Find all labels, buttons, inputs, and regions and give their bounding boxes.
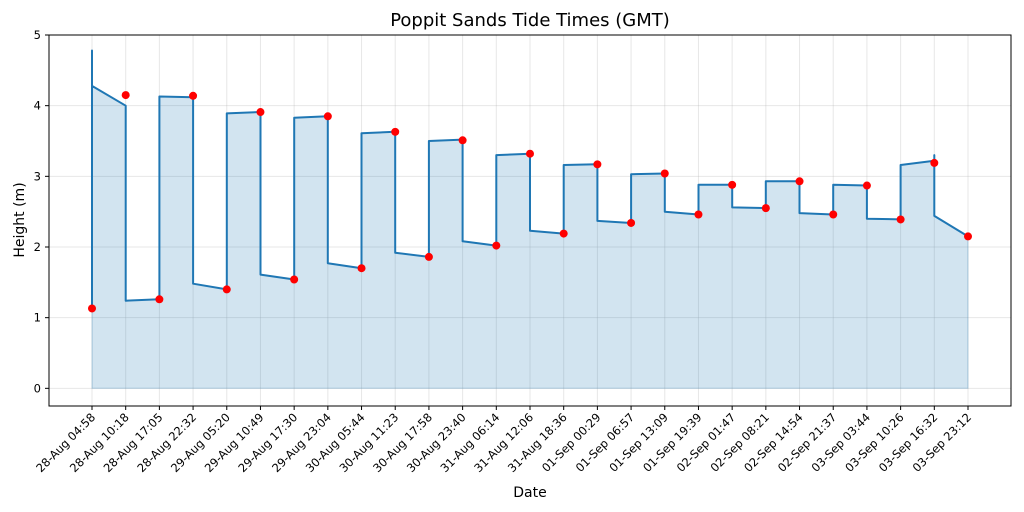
tide-points [88, 91, 972, 313]
y-axis-label: Height (m) [12, 182, 28, 257]
tide-point [155, 295, 164, 304]
tide-point [896, 215, 905, 224]
tide-point [222, 285, 231, 294]
y-tick-label: 0 [34, 381, 41, 395]
y-tick-label: 3 [34, 169, 41, 183]
tide-point [593, 160, 602, 169]
x-tick-label: 03-Sep 23:12 [910, 410, 975, 475]
tide-point [964, 232, 972, 241]
y-tick-label: 1 [34, 311, 41, 325]
tide-point [492, 241, 501, 250]
tide-point [424, 252, 433, 261]
tide-point [862, 181, 871, 190]
y-axis: 0 1 2 3 4 5 [34, 28, 49, 395]
tide-point [256, 108, 265, 117]
tide-point [829, 210, 838, 219]
tide-point [559, 229, 568, 238]
tide-point [761, 204, 770, 213]
tide-point [121, 91, 130, 100]
x-axis-label: Date [513, 485, 546, 501]
tide-point [323, 112, 332, 121]
tide-point [458, 136, 467, 145]
y-tick-label: 2 [34, 240, 41, 254]
y-tick-label: 4 [34, 99, 41, 113]
chart-title: Poppit Sands Tide Times (GMT) [390, 10, 670, 31]
tide-point [660, 169, 669, 178]
tide-point [88, 304, 96, 313]
tide-point [526, 149, 534, 158]
tide-point [357, 264, 366, 273]
tide-point [694, 210, 703, 219]
tide-point [930, 158, 939, 167]
tide-point [627, 218, 636, 227]
y-tick-label: 5 [34, 28, 41, 42]
tide-point [728, 180, 737, 189]
tide-point [795, 177, 804, 186]
tide-point [189, 91, 198, 100]
tide-point [290, 275, 299, 284]
tide-point [391, 127, 400, 136]
